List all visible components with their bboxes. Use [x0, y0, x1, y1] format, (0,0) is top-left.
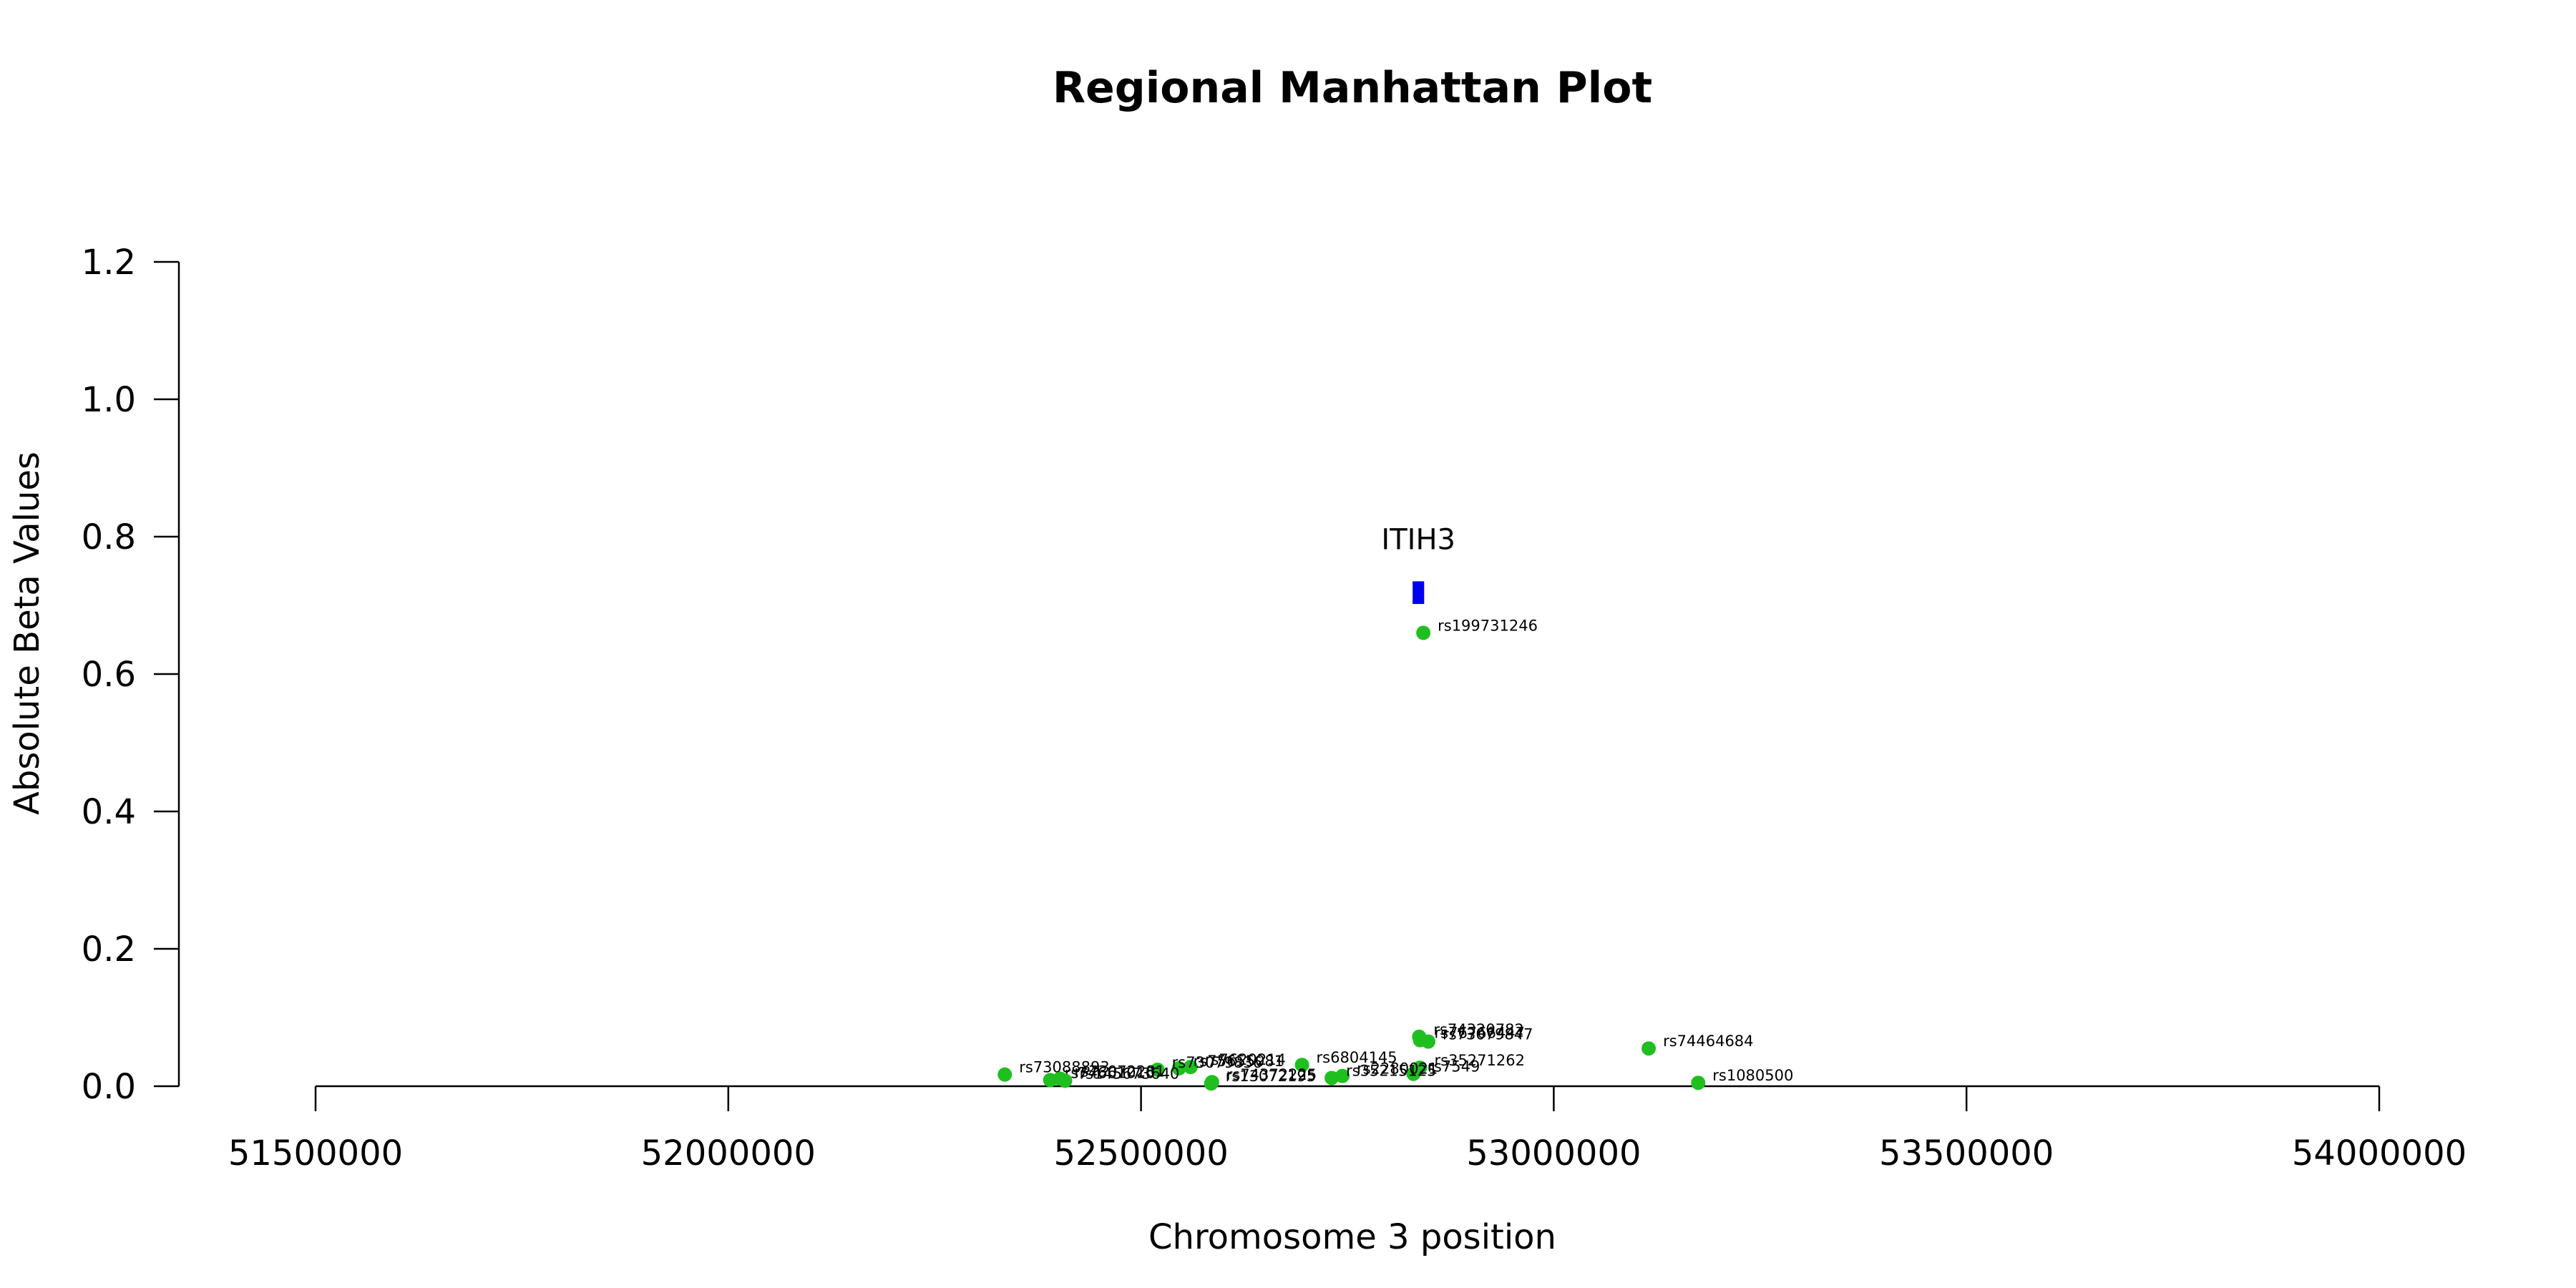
y-tick-label: 0.2: [82, 930, 136, 970]
snp-label: rs74661010: [1065, 1064, 1155, 1081]
snp-label: rs1080500: [1712, 1067, 1793, 1084]
y-tick-label: 0.4: [82, 792, 136, 832]
x-axis: 51500000 52000000 52500000 53000000 53500000…: [228, 1085, 2467, 1174]
gene-marker: [1413, 581, 1425, 605]
snp-point: [1183, 1060, 1198, 1075]
snp-label: rs35271262: [1435, 1052, 1525, 1069]
y-tick-label: 0.0: [82, 1067, 136, 1107]
snp-point: [1406, 1066, 1421, 1081]
snp-point: [1150, 1062, 1165, 1077]
snp-point: [1691, 1075, 1706, 1091]
snp-point: [1335, 1068, 1350, 1083]
gene-label: ITIH3: [1381, 523, 1455, 556]
snp-label: rs74320782: [1433, 1021, 1523, 1038]
snp-label: rs6804145: [1317, 1049, 1397, 1066]
snp-point: [1294, 1058, 1309, 1073]
x-tick-label: 53000000: [1466, 1133, 1641, 1174]
snp-point: [1058, 1073, 1073, 1088]
snp-label: rs199731246: [1438, 617, 1538, 634]
x-axis-label: Chromosome 3 position: [1148, 1217, 1556, 1257]
y-tick-label: 1.2: [82, 243, 136, 283]
snp-label: rs13072195: [1226, 1068, 1316, 1085]
y-axis: 0.0 0.2 0.4 0.6 0.8 1.0 1.2: [82, 243, 180, 1107]
chart-title: Regional Manhattan Plot: [1053, 63, 1652, 113]
snp-label: rs7620214: [1205, 1051, 1286, 1068]
snp-point: [1416, 625, 1431, 640]
x-tick-label: 54000000: [2292, 1133, 2467, 1174]
snp-point: [997, 1067, 1013, 1082]
snp-label: rs145673640: [1079, 1065, 1179, 1082]
x-tick-label: 52500000: [1053, 1133, 1228, 1174]
snp-label: rs35215125: [1346, 1062, 1436, 1079]
x-tick-label: 52000000: [641, 1133, 816, 1174]
snp-label: rs74372225: [1226, 1066, 1317, 1083]
gene-layer: ITIH3: [1381, 523, 1455, 605]
snp-point: [1171, 1061, 1186, 1076]
snp-point: [1641, 1041, 1657, 1056]
snp-label: rs73079847: [1443, 1026, 1533, 1043]
y-axis-label: Absolute Beta Values: [7, 452, 47, 815]
x-tick-label: 51500000: [228, 1133, 403, 1174]
snp-label: rs7549: [1428, 1058, 1480, 1075]
snp-label: rs2280021: [1357, 1060, 1438, 1078]
y-tick-label: 0.8: [82, 517, 136, 557]
snp-point: [1043, 1073, 1058, 1088]
y-tick-label: 0.6: [82, 655, 136, 695]
snp-points: rs199731246 rs74320782rs76766447rs7307984…: [997, 617, 1793, 1091]
snp-label: rs73079836: [1172, 1054, 1262, 1071]
snp-point: [1421, 1034, 1436, 1049]
snp-point: [1324, 1070, 1340, 1085]
snp-point: [1204, 1076, 1219, 1091]
x-tick-label: 53500000: [1879, 1133, 2054, 1174]
y-tick-label: 1.0: [82, 380, 136, 420]
snp-label: rs75655081: [1194, 1053, 1284, 1070]
snp-label: rs76766447: [1435, 1025, 1525, 1042]
snp-label: rs74464684: [1663, 1033, 1753, 1050]
snp-label: rs73072281: [1075, 1063, 1165, 1080]
